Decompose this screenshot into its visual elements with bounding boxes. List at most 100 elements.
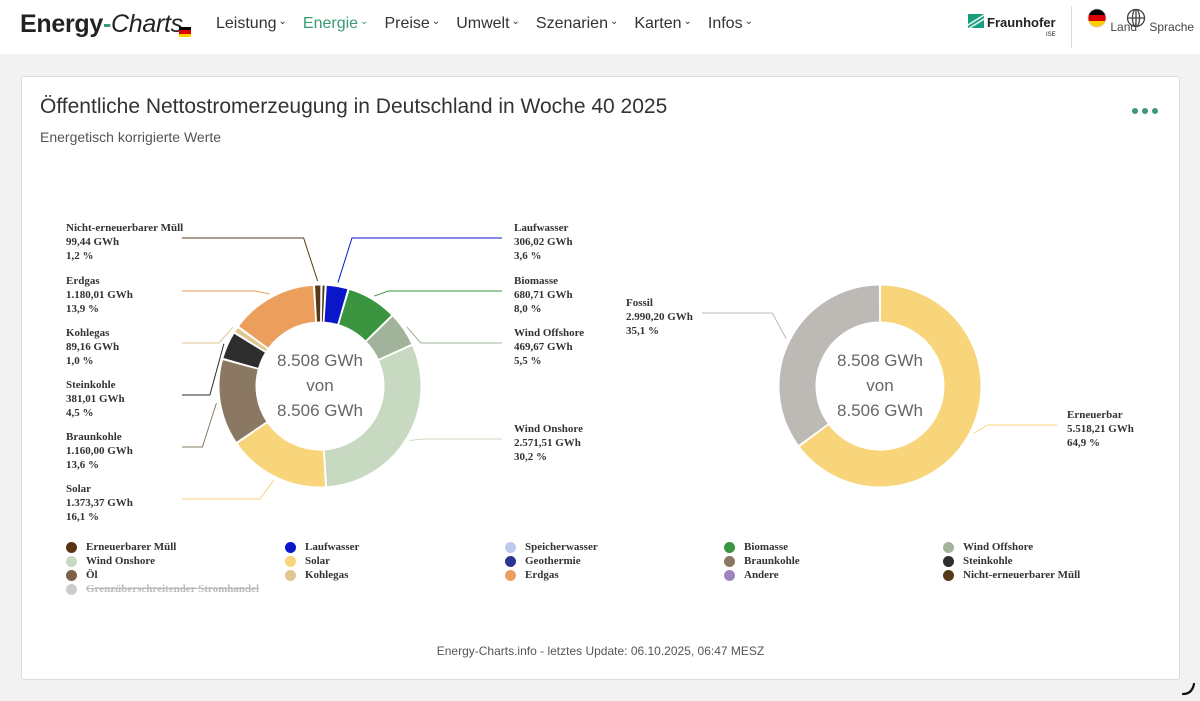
callout-percent: 30,2 % xyxy=(514,451,547,463)
legend-label: Andere xyxy=(744,569,779,581)
donut-slice[interactable] xyxy=(314,284,322,323)
donut-slice[interactable] xyxy=(337,288,393,342)
flag-stripe-black xyxy=(179,27,191,31)
callout-value: 680,71 GWh xyxy=(514,289,573,301)
callout-connector xyxy=(973,424,1057,434)
legend-dot-icon xyxy=(943,542,954,553)
nav-label: Umwelt xyxy=(456,15,510,32)
chart-card: Öffentliche Nettostromerzeugung in Deuts… xyxy=(21,76,1180,680)
legend-label: Steinkohle xyxy=(963,555,1013,567)
legend-label: Geothermie xyxy=(525,555,581,567)
logo-text-main: Energy xyxy=(20,10,103,38)
legend-label: Erneuerbarer Müll xyxy=(86,541,177,553)
top-navigation-bar: Energy-Charts Leistung ⌄ Energie ⌄ Preise ⌄ Um… xyxy=(0,0,1200,54)
callout-title: Braunkohle xyxy=(66,431,122,443)
chart-footer: Energy-Charts.info - letztes Update: 06.… xyxy=(436,644,765,658)
nav-label: Infos xyxy=(707,15,743,32)
chart-legend: Erneuerbarer Müll Laufwasser Speicherwasse… xyxy=(66,541,1166,601)
legend-dot-icon xyxy=(505,570,516,581)
nav-szenarien[interactable]: Szenarien ⌄ xyxy=(536,15,618,33)
callout-value: 1.160,00 GWh xyxy=(66,445,133,457)
nav-label: Leistung xyxy=(216,15,277,32)
callout-value: 99,44 GWh xyxy=(66,236,119,248)
chevron-down-icon: ⌄ xyxy=(609,16,619,27)
callout-value: 381,01 GWh xyxy=(66,393,125,405)
callout-title: Laufwasser xyxy=(514,222,569,234)
callout-value: 469,67 GWh xyxy=(514,341,573,353)
legend-dot-icon xyxy=(724,570,735,581)
legend-label: Erdgas xyxy=(525,569,559,581)
donut-slice[interactable] xyxy=(236,421,326,488)
callout-connector xyxy=(182,327,234,344)
donut-slice[interactable] xyxy=(233,326,269,353)
donut-slice[interactable] xyxy=(778,284,881,447)
callout-value: 89,16 GWh xyxy=(66,341,119,353)
donut-slice[interactable] xyxy=(798,284,982,488)
fraunhofer-logo[interactable]: Fraunhofer ISE xyxy=(968,14,1058,44)
legend-label: Biomasse xyxy=(744,541,788,553)
callout-connector xyxy=(182,479,275,500)
donut-chart-2: 8.508 GWh von 8.506 GWh Fossil 2.990,20 GWh 3… xyxy=(626,284,1134,488)
callout-percent: 13,9 % xyxy=(66,303,99,315)
callout-percent: 64,9 % xyxy=(1067,437,1100,449)
donut-slice[interactable] xyxy=(218,358,268,444)
sprache-label: Sprache xyxy=(1149,20,1195,34)
donut-slice[interactable] xyxy=(365,315,413,361)
callout-connector xyxy=(182,402,217,448)
nav-preise[interactable]: Preise ⌄ xyxy=(384,15,440,33)
callout-value: 5.518,21 GWh xyxy=(1067,423,1134,435)
chevron-down-icon: ⌄ xyxy=(360,16,369,27)
callout-connector xyxy=(409,438,502,441)
legend-label: Wind Offshore xyxy=(963,541,1034,553)
nav-label: Energie xyxy=(302,15,359,32)
callout-value: 2.990,20 GWh xyxy=(626,311,693,323)
menu-dot-icon xyxy=(1132,108,1138,114)
nav-infos[interactable]: Infos ⌄ xyxy=(708,15,753,33)
callout-title: Wind Offshore xyxy=(514,327,584,339)
callout-connector xyxy=(182,237,319,282)
fraunhofer-ise-label: ISE xyxy=(1046,32,1056,38)
callout-percent: 13,6 % xyxy=(66,459,99,471)
energy-charts-logo[interactable]: Energy-Charts xyxy=(20,10,183,39)
globe-icon xyxy=(1126,8,1146,28)
legend-dot-icon xyxy=(505,542,516,553)
legend-dot-icon xyxy=(724,542,735,553)
chevron-down-icon: ⌄ xyxy=(511,16,520,27)
nav-energie[interactable]: Energie ⌄ xyxy=(303,15,369,33)
menu-dot-icon xyxy=(1152,108,1158,114)
donut-chart-1: 8.508 GWh von 8.506 GWh Nicht-erneuerbarer … xyxy=(66,222,584,523)
callout-title: Solar xyxy=(66,483,91,495)
germany-flag-mini-icon xyxy=(179,27,191,37)
donut-center-text: 8.506 GWh xyxy=(277,401,363,420)
callout-title: Nicht-erneuerbarer Müll xyxy=(66,222,183,234)
resize-handle-icon[interactable] xyxy=(1180,680,1196,696)
germany-flag-icon xyxy=(1087,8,1107,28)
donut-slice[interactable] xyxy=(237,284,317,349)
legend-dot-icon xyxy=(943,556,954,567)
donut-slice[interactable] xyxy=(323,344,422,488)
donut-slice[interactable] xyxy=(323,284,349,326)
donut-center-text: von xyxy=(306,376,333,395)
donut-slice[interactable] xyxy=(320,284,326,323)
callout-title: Biomasse xyxy=(514,275,558,287)
nav-umwelt[interactable]: Umwelt ⌄ xyxy=(456,15,520,33)
callout-title: Fossil xyxy=(626,297,653,309)
legend-label: Grenzüberschreitender Stromhandel xyxy=(86,583,260,595)
callout-percent: 16,1 % xyxy=(66,511,99,523)
legend-label: Kohlegas xyxy=(305,569,349,581)
callout-connector xyxy=(337,237,502,283)
callout-percent: 4,5 % xyxy=(66,407,94,419)
callout-connector xyxy=(406,326,502,344)
callout-percent: 1,0 % xyxy=(66,355,94,367)
legend-label: Solar xyxy=(305,555,331,567)
callout-percent: 1,2 % xyxy=(66,250,94,262)
callout-percent: 8,0 % xyxy=(514,303,542,315)
legend-label: Speicherwasser xyxy=(525,541,598,553)
chevron-down-icon: ⌄ xyxy=(431,16,441,27)
nav-karten[interactable]: Karten ⌄ xyxy=(634,15,692,33)
chevron-down-icon: ⌄ xyxy=(683,16,692,27)
chart-menu-button[interactable] xyxy=(1132,106,1158,116)
donut-slice[interactable] xyxy=(222,332,267,370)
nav-leistung[interactable]: Leistung ⌄ xyxy=(216,15,287,33)
sprache-button[interactable]: Sprache xyxy=(1126,8,1194,34)
